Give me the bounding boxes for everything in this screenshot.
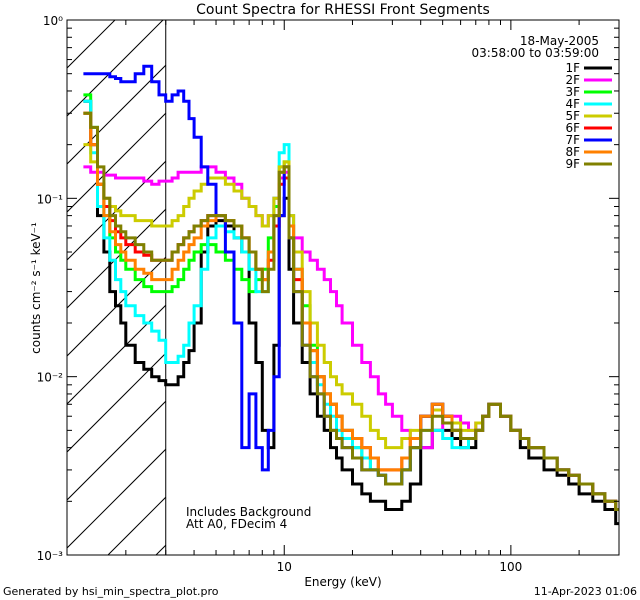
legend-label-5F: 5F [565, 109, 580, 123]
x-axis-label: Energy (keV) [304, 575, 381, 589]
legend-label-7F: 7F [565, 133, 580, 147]
y-tick-label: 10⁰ [43, 14, 63, 28]
time-range-label: 03:58:00 to 03:59:00 [472, 46, 599, 60]
hatch-line [67, 400, 166, 501]
x-tick-label: 100 [499, 560, 522, 574]
hatch-line [540, 20, 640, 555]
legend-label-8F: 8F [565, 145, 580, 159]
generated-by-footer: Generated by hsi_min_spectra_plot.pro [3, 585, 219, 598]
hatch-line [67, 20, 116, 69]
hatch-line [67, 256, 166, 357]
hatch-lines [67, 20, 640, 555]
y-axis-label: counts cm⁻² s⁻¹ keV⁻¹ [29, 222, 43, 354]
y-tick-label: 10⁻³ [37, 549, 64, 563]
hatch-line [396, 20, 640, 555]
legend-label-2F: 2F [565, 73, 580, 87]
plot-frame [66, 19, 620, 556]
y-tick-label: 10⁻² [37, 371, 64, 385]
hatch-line [348, 20, 640, 555]
chart-title: Count Spectra for RHESSI Front Segments [196, 2, 490, 18]
hatch-line [67, 20, 164, 117]
hatch-line [67, 208, 166, 309]
hatch-line [588, 20, 640, 555]
hatch-line [67, 64, 166, 165]
hatch-line [252, 20, 640, 555]
axes: 10 100 10⁻³ 10⁻² 10⁻¹ 10⁰ [37, 14, 620, 574]
y-tick-label: 10⁻¹ [37, 192, 64, 206]
series-9F-line [83, 111, 619, 511]
legend-label-4F: 4F [565, 97, 580, 111]
legend-label-1F: 1F [565, 61, 580, 75]
hatch-line [67, 448, 166, 549]
annotation-attenuator: Att A0, FDecim 4 [186, 517, 287, 531]
energy-cutoff-hatch-region [67, 20, 640, 555]
hatch-line [444, 20, 640, 555]
legend-label-6F: 6F [565, 121, 580, 135]
date-label: 18-May-2005 [520, 34, 599, 48]
timestamp-footer: 11-Apr-2023 01:06 [533, 585, 637, 598]
series-1F-line [83, 99, 619, 526]
x-tick-label: 10 [277, 560, 292, 574]
annotation-background: Includes Background [186, 505, 311, 519]
series-layer [83, 64, 619, 526]
legend-label-3F: 3F [565, 85, 580, 99]
legend-label-9F: 9F [565, 157, 580, 171]
